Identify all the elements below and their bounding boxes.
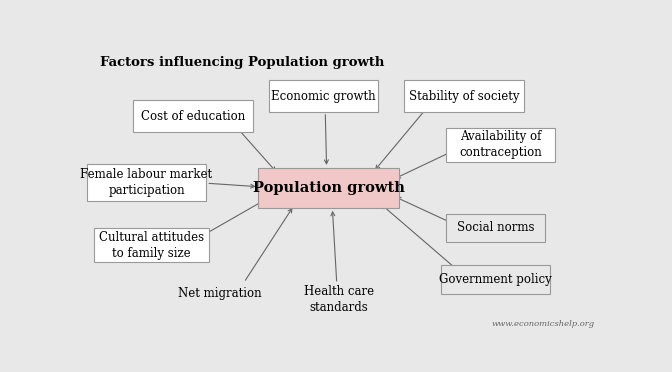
FancyBboxPatch shape: [405, 80, 524, 112]
Text: www.economicshelp.org: www.economicshelp.org: [491, 320, 594, 328]
FancyBboxPatch shape: [259, 168, 399, 208]
FancyBboxPatch shape: [269, 80, 378, 112]
FancyBboxPatch shape: [446, 128, 555, 162]
Text: Stability of society: Stability of society: [409, 90, 519, 103]
Text: Government policy: Government policy: [439, 273, 552, 286]
Text: Population growth: Population growth: [253, 181, 405, 195]
FancyBboxPatch shape: [94, 228, 209, 262]
Text: Social norms: Social norms: [457, 221, 534, 234]
FancyBboxPatch shape: [87, 164, 206, 201]
Text: Economic growth: Economic growth: [271, 90, 376, 103]
Text: Net migration: Net migration: [177, 287, 261, 300]
Text: Availability of
contraception: Availability of contraception: [459, 131, 542, 159]
FancyBboxPatch shape: [441, 265, 550, 294]
Text: Female labour market
participation: Female labour market participation: [81, 168, 212, 197]
FancyBboxPatch shape: [446, 214, 545, 242]
Text: Cultural attitudes
to family size: Cultural attitudes to family size: [99, 231, 204, 260]
Text: Factors influencing Population growth: Factors influencing Population growth: [99, 56, 384, 69]
FancyBboxPatch shape: [134, 100, 253, 132]
Text: Cost of education: Cost of education: [141, 110, 245, 123]
Text: Health care
standards: Health care standards: [304, 285, 374, 314]
